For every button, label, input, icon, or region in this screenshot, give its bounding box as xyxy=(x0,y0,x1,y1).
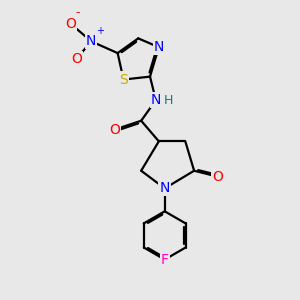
Text: N: N xyxy=(151,93,161,107)
Text: O: O xyxy=(71,52,82,66)
Text: N: N xyxy=(160,182,170,195)
Text: F: F xyxy=(161,253,169,267)
Text: O: O xyxy=(65,17,76,31)
Text: +: + xyxy=(96,26,104,36)
Text: O: O xyxy=(109,123,120,136)
Text: S: S xyxy=(119,73,128,87)
Text: -: - xyxy=(76,6,80,19)
Text: N: N xyxy=(154,40,164,54)
Text: H: H xyxy=(164,94,173,106)
Text: O: O xyxy=(212,169,223,184)
Text: N: N xyxy=(86,34,96,48)
